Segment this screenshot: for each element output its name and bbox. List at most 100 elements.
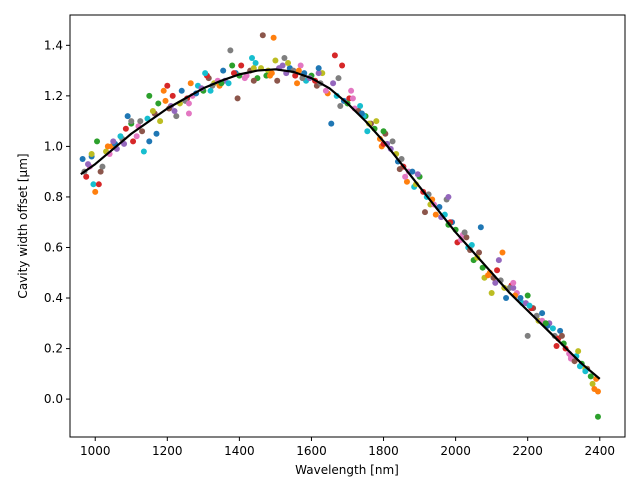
data-point [270,34,277,41]
data-point [178,87,185,94]
data-point [285,60,292,67]
data-point [79,156,86,163]
data-point [553,343,560,350]
data-point [558,332,565,339]
data-point [272,57,279,64]
data-point [281,54,288,61]
data-point [315,70,322,77]
data-point [477,224,484,231]
x-tick-label: 1600 [296,444,327,458]
y-axis: 0.0 0.2 0.4 0.6 0.8 1.0 1.2 1.4 [44,38,70,406]
data-point [140,148,147,155]
data-point [220,67,227,74]
y-tick-label: 0.8 [44,190,63,204]
data-point [331,52,338,59]
data-point [207,87,214,94]
data-point [234,95,241,102]
fit-line-layer [80,68,601,380]
data-point [510,279,517,286]
data-point [432,211,439,218]
data-point [476,249,483,256]
data-point [322,87,329,94]
data-point [421,209,428,216]
data-point [124,113,131,120]
data-point [85,161,92,168]
data-point [357,102,364,109]
data-point [402,173,409,180]
data-point [139,128,146,135]
data-point [479,264,486,271]
data-point [92,188,99,195]
data-point [122,125,129,132]
data-point [389,138,396,145]
data-point [249,54,255,61]
data-point [485,272,492,279]
data-point [589,380,596,387]
scatter-points [79,32,601,420]
data-point [297,62,304,69]
data-point [494,267,501,274]
y-tick-label: 1.0 [44,139,63,153]
y-tick-label: 0.4 [44,291,63,305]
data-point [90,181,97,188]
data-point [335,75,342,82]
x-tick-label: 2000 [440,444,471,458]
data-point [104,143,111,150]
data-point [155,100,162,107]
data-point [137,118,144,125]
data-point [250,77,257,84]
data-point [202,70,209,77]
data-point [524,332,531,339]
data-point [526,302,533,309]
x-tick-label: 2400 [584,444,615,458]
y-axis-label: Cavity width offset [μm] [16,153,30,298]
data-point [409,168,416,175]
data-point [524,292,531,299]
data-point [173,113,180,120]
data-point [267,72,274,79]
data-point [117,133,124,140]
data-point [348,87,355,94]
data-point [88,150,95,157]
data-point [396,166,403,173]
data-point [539,310,546,317]
data-point [315,65,322,72]
x-tick-label: 2200 [512,444,543,458]
data-point [97,168,104,175]
data-point [250,65,257,72]
data-point [128,118,135,125]
data-point [349,95,356,102]
y-tick-label: 0.0 [44,392,63,406]
data-point [225,80,232,87]
data-point [557,327,564,334]
data-point [445,193,452,200]
data-point [238,62,245,69]
data-point [171,108,178,115]
y-tick-label: 1.2 [44,89,63,103]
data-point [160,87,167,94]
data-point [259,32,266,39]
data-point [328,120,335,127]
data-point [488,289,495,296]
data-point [373,118,380,125]
data-point [274,77,281,84]
data-point [130,138,137,145]
data-point [468,241,475,248]
data-point [164,82,171,89]
data-point [517,295,524,302]
y-tick-label: 1.4 [44,38,63,52]
data-point [499,249,506,256]
data-point [503,295,510,302]
data-point [461,229,468,236]
data-point [403,178,410,185]
data-point [227,47,234,54]
data-point [279,62,286,69]
data-point [241,75,248,82]
x-axis: 1000 1200 1400 1600 1800 2000 2200 2400 [80,437,615,458]
data-point [510,284,517,291]
data-point [463,234,470,241]
data-point [380,128,387,135]
data-point [185,110,192,117]
x-axis-label: Wavelength [nm] [295,463,399,477]
